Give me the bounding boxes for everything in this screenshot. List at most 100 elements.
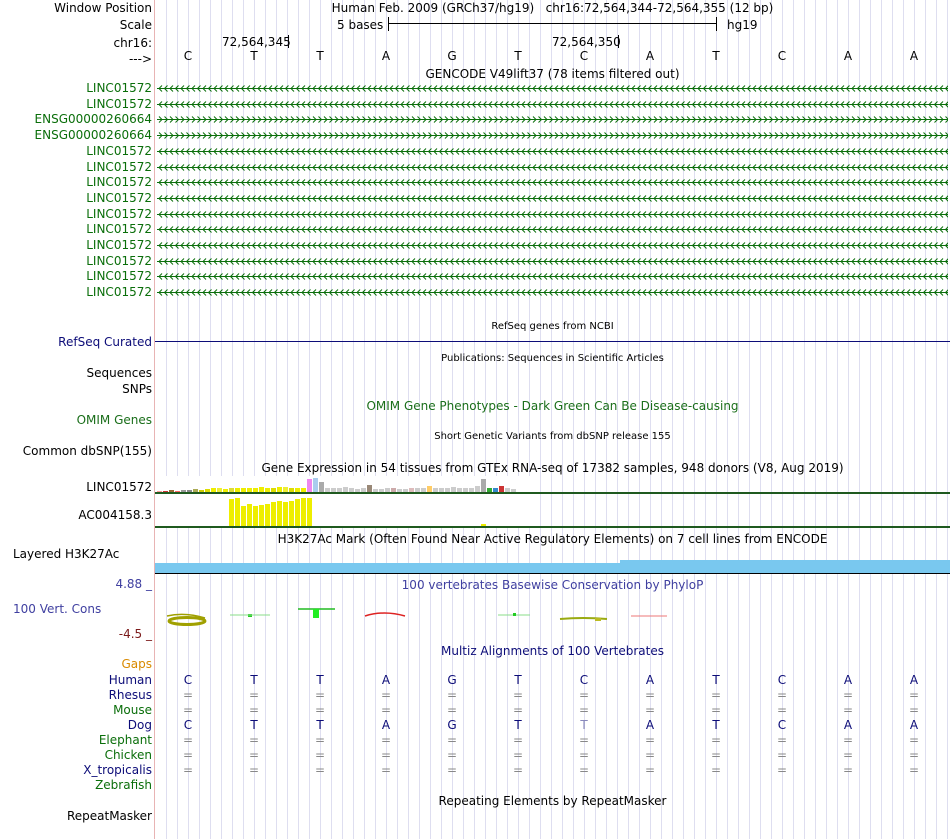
- h3k27ac-signal-low[interactable]: [155, 563, 620, 573]
- gtex-tissue-bar[interactable]: [271, 488, 276, 492]
- gtex-tissue-bar[interactable]: [163, 491, 168, 492]
- gtex-tissue-bar[interactable]: [289, 501, 294, 526]
- gtex-tissue-bar[interactable]: [307, 498, 312, 526]
- gencode-gene-feature[interactable]: [157, 210, 948, 219]
- gtex-tissue-bar[interactable]: [433, 488, 438, 492]
- gtex-tissue-bar[interactable]: [307, 479, 312, 492]
- gtex-tissue-bar[interactable]: [511, 489, 516, 492]
- gtex-tissue-bar[interactable]: [175, 491, 180, 492]
- gtex-gene-label-2[interactable]: AC004158.3: [78, 508, 152, 522]
- multiz-species-label[interactable]: Mouse: [113, 703, 152, 717]
- gtex-tissue-bar[interactable]: [361, 488, 366, 492]
- gencode-gene-feature[interactable]: [157, 115, 948, 124]
- gtex-tissue-bar[interactable]: [253, 488, 258, 492]
- gtex-tissue-bar[interactable]: [313, 478, 318, 492]
- gtex-tissue-bar[interactable]: [445, 488, 450, 492]
- gtex-tissue-bar[interactable]: [265, 504, 270, 526]
- gencode-gene-label[interactable]: LINC01572: [86, 269, 152, 284]
- gtex-tissue-bar[interactable]: [301, 498, 306, 526]
- refseq-label[interactable]: RefSeq Curated: [58, 335, 152, 349]
- gtex-tissue-bar[interactable]: [235, 488, 240, 492]
- gtex-tissue-bar[interactable]: [457, 488, 462, 492]
- multiz-species-label[interactable]: Elephant: [98, 733, 152, 747]
- track-image-area[interactable]: Human Feb. 2009 (GRCh37/hg19) chr16:72,5…: [155, 0, 950, 839]
- gtex-tissue-bar[interactable]: [271, 502, 276, 526]
- gtex-tissue-bar[interactable]: [169, 490, 174, 492]
- h3k27ac-label[interactable]: Layered H3K27Ac: [13, 547, 120, 561]
- multiz-species-label[interactable]: Dog: [127, 718, 152, 732]
- gtex-tissue-bar[interactable]: [211, 488, 216, 492]
- gencode-gene-label[interactable]: LINC01572: [86, 175, 152, 190]
- gencode-gene-label[interactable]: LINC01572: [86, 206, 152, 221]
- multiz-species-label[interactable]: Chicken: [104, 748, 152, 762]
- gencode-gene-label[interactable]: LINC01572: [86, 96, 152, 111]
- gencode-gene-feature[interactable]: [157, 272, 948, 281]
- gtex-tissue-bar[interactable]: [319, 482, 324, 492]
- gtex-tissue-bar[interactable]: [409, 488, 414, 492]
- gtex-gene-label-1[interactable]: LINC01572: [86, 480, 152, 494]
- gtex-tissue-bar[interactable]: [229, 488, 234, 492]
- gencode-gene-feature[interactable]: [157, 131, 948, 140]
- gtex-tissue-bar[interactable]: [247, 488, 252, 492]
- gencode-gene-label[interactable]: LINC01572: [86, 159, 152, 174]
- multiz-species-label[interactable]: Zebrafish: [95, 778, 152, 792]
- gtex-tissue-bar[interactable]: [499, 486, 504, 492]
- gtex-tissue-bar[interactable]: [427, 486, 432, 492]
- gtex-tissue-bar[interactable]: [403, 489, 408, 492]
- gencode-gene-label[interactable]: ENSG00000260664: [34, 128, 152, 143]
- gtex-tissue-bar[interactable]: [199, 490, 204, 492]
- gtex-tissue-bar[interactable]: [469, 488, 474, 492]
- gtex-tissue-bar[interactable]: [475, 486, 480, 492]
- gtex-tissue-bar[interactable]: [337, 488, 342, 492]
- multiz-species-label[interactable]: X_tropicalis: [83, 763, 152, 777]
- gencode-gene-feature[interactable]: [157, 257, 948, 266]
- gtex-tissue-bar[interactable]: [367, 485, 372, 492]
- phylop-label[interactable]: 100 Vert. Cons: [13, 602, 102, 616]
- phylop-signal[interactable]: [155, 600, 950, 630]
- gtex-tissue-bar[interactable]: [253, 506, 258, 526]
- gencode-gene-label[interactable]: ENSG00000260664: [34, 112, 152, 127]
- gtex-tissue-bar[interactable]: [283, 502, 288, 526]
- gencode-gene-label[interactable]: LINC01572: [86, 81, 152, 95]
- gtex-tissue-bar[interactable]: [463, 488, 468, 492]
- multiz-species-label[interactable]: Rhesus: [108, 688, 152, 702]
- gtex-tissue-bar[interactable]: [259, 487, 264, 492]
- gencode-gene-feature[interactable]: [157, 84, 948, 93]
- gtex-tissue-bar[interactable]: [481, 524, 486, 526]
- gtex-tissue-bar[interactable]: [493, 488, 498, 492]
- gtex-tissue-bar[interactable]: [283, 487, 288, 492]
- repeatmasker-label[interactable]: RepeatMasker: [66, 809, 152, 823]
- gtex-tissue-bar[interactable]: [373, 489, 378, 492]
- gencode-gene-label[interactable]: LINC01572: [86, 190, 152, 205]
- gencode-gene-label[interactable]: LINC01572: [86, 238, 152, 252]
- gtex-expression-ac004158-3[interactable]: [155, 494, 950, 527]
- gtex-tissue-bar[interactable]: [223, 489, 228, 492]
- gtex-tissue-bar[interactable]: [289, 488, 294, 492]
- gencode-gene-feature[interactable]: [157, 225, 948, 234]
- gtex-tissue-bar[interactable]: [229, 499, 234, 526]
- gtex-tissue-bar[interactable]: [193, 489, 198, 492]
- gtex-tissue-bar[interactable]: [241, 506, 246, 526]
- gtex-tissue-bar[interactable]: [487, 488, 492, 492]
- gencode-gene-feature[interactable]: [157, 147, 948, 156]
- gtex-tissue-bar[interactable]: [349, 488, 354, 492]
- gtex-tissue-bar[interactable]: [385, 488, 390, 492]
- gtex-expression-linc01572[interactable]: [155, 476, 950, 493]
- gencode-gene-label[interactable]: LINC01572: [86, 222, 152, 237]
- gtex-tissue-bar[interactable]: [505, 488, 510, 492]
- gencode-gene-label[interactable]: LINC01572: [86, 253, 152, 268]
- gtex-tissue-bar[interactable]: [265, 488, 270, 492]
- gtex-tissue-bar[interactable]: [295, 488, 300, 492]
- gtex-tissue-bar[interactable]: [217, 488, 222, 492]
- snps-label[interactable]: SNPs: [122, 382, 152, 396]
- gtex-tissue-bar[interactable]: [439, 488, 444, 492]
- refseq-gene-line[interactable]: [155, 341, 950, 342]
- gencode-gene-feature[interactable]: [157, 100, 948, 109]
- dbsnp-label[interactable]: Common dbSNP(155): [22, 444, 152, 458]
- gtex-tissue-bar[interactable]: [325, 488, 330, 492]
- gencode-gene-feature[interactable]: [157, 178, 948, 187]
- gtex-tissue-bar[interactable]: [247, 504, 252, 526]
- gtex-tissue-bar[interactable]: [343, 487, 348, 492]
- omim-label[interactable]: OMIM Genes: [76, 413, 152, 427]
